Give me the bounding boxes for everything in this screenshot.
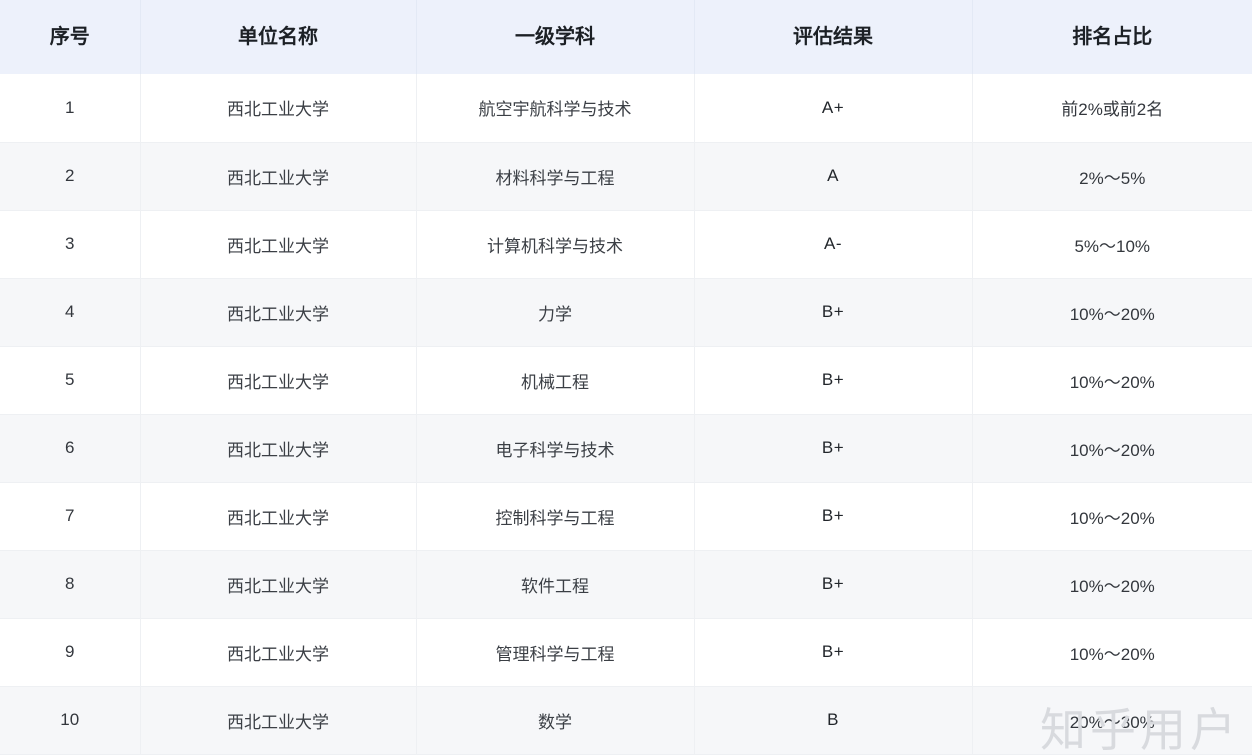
cell-unit: 西北工业大学 — [140, 618, 417, 687]
cell-unit: 西北工业大学 — [140, 278, 417, 347]
cell-result: B+ — [694, 346, 973, 415]
cell-unit: 西北工业大学 — [140, 550, 417, 619]
cell-ranking: 10%～20% — [972, 414, 1252, 483]
cell-ranking: 10%～20% — [972, 482, 1252, 551]
cell-subject: 软件工程 — [416, 550, 695, 619]
cell-result: B+ — [694, 414, 973, 483]
cell-ranking: 10%～20% — [972, 346, 1252, 415]
cell-subject: 电子科学与技术 — [416, 414, 695, 483]
cell-unit: 西北工业大学 — [140, 482, 417, 551]
cell-result: A — [694, 142, 973, 211]
table-row: 5 西北工业大学 机械工程 B+ 10%～20% — [0, 346, 1252, 415]
cell-result: B+ — [694, 618, 973, 687]
column-header-index: 序号 — [0, 0, 141, 74]
column-header-result: 评估结果 — [694, 0, 973, 74]
table-row: 10 西北工业大学 数学 B 20%～30% — [0, 686, 1252, 755]
cell-index: 8 — [0, 550, 141, 619]
table-row: 7 西北工业大学 控制科学与工程 B+ 10%～20% — [0, 482, 1252, 551]
cell-subject: 材料科学与工程 — [416, 142, 695, 211]
cell-unit: 西北工业大学 — [140, 686, 417, 755]
table-body: 1 西北工业大学 航空宇航科学与技术 A+ 前2%或前2名 2 西北工业大学 材料科学与工程 A… — [0, 74, 1252, 755]
cell-ranking: 10%～20% — [972, 618, 1252, 687]
cell-ranking: 10%～20% — [972, 278, 1252, 347]
cell-subject: 计算机科学与技术 — [416, 210, 695, 279]
table-row: 2 西北工业大学 材料科学与工程 A 2%～5% — [0, 142, 1252, 211]
table-row: 4 西北工业大学 力学 B+ 10%～20% — [0, 278, 1252, 347]
cell-subject: 力学 — [416, 278, 695, 347]
cell-subject: 控制科学与工程 — [416, 482, 695, 551]
table-row: 1 西北工业大学 航空宇航科学与技术 A+ 前2%或前2名 — [0, 74, 1252, 143]
cell-result: A- — [694, 210, 973, 279]
cell-index: 7 — [0, 482, 141, 551]
cell-result: B+ — [694, 550, 973, 619]
table-header: 序号 单位名称 一级学科 评估结果 排名占比 — [0, 0, 1252, 74]
column-header-subject: 一级学科 — [416, 0, 695, 74]
cell-subject: 管理科学与工程 — [416, 618, 695, 687]
cell-index: 3 — [0, 210, 141, 279]
cell-index: 2 — [0, 142, 141, 211]
cell-result: A+ — [694, 74, 973, 143]
cell-index: 9 — [0, 618, 141, 687]
cell-unit: 西北工业大学 — [140, 142, 417, 211]
cell-ranking: 5%～10% — [972, 210, 1252, 279]
cell-ranking: 20%～30% — [972, 686, 1252, 755]
column-header-unit: 单位名称 — [140, 0, 417, 74]
table-row: 3 西北工业大学 计算机科学与技术 A- 5%～10% — [0, 210, 1252, 279]
cell-ranking: 2%～5% — [972, 142, 1252, 211]
cell-ranking: 前2%或前2名 — [972, 74, 1252, 143]
cell-unit: 西北工业大学 — [140, 210, 417, 279]
cell-unit: 西北工业大学 — [140, 414, 417, 483]
cell-index: 6 — [0, 414, 141, 483]
table-row: 6 西北工业大学 电子科学与技术 B+ 10%～20% — [0, 414, 1252, 483]
table-row: 9 西北工业大学 管理科学与工程 B+ 10%～20% — [0, 618, 1252, 687]
cell-subject: 航空宇航科学与技术 — [416, 74, 695, 143]
cell-result: B+ — [694, 482, 973, 551]
cell-result: B+ — [694, 278, 973, 347]
table-row: 8 西北工业大学 软件工程 B+ 10%～20% — [0, 550, 1252, 619]
cell-subject: 数学 — [416, 686, 695, 755]
cell-index: 5 — [0, 346, 141, 415]
column-header-ranking: 排名占比 — [972, 0, 1252, 74]
cell-unit: 西北工业大学 — [140, 74, 417, 143]
cell-subject: 机械工程 — [416, 346, 695, 415]
cell-result: B — [694, 686, 973, 755]
table-header-row: 序号 单位名称 一级学科 评估结果 排名占比 — [0, 0, 1252, 74]
cell-index: 1 — [0, 74, 141, 143]
cell-index: 10 — [0, 686, 141, 755]
cell-index: 4 — [0, 278, 141, 347]
cell-unit: 西北工业大学 — [140, 346, 417, 415]
cell-ranking: 10%～20% — [972, 550, 1252, 619]
